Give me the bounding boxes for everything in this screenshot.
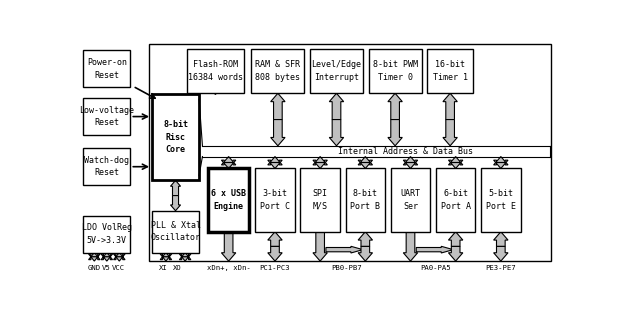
Bar [152, 95, 199, 180]
Polygon shape [208, 86, 223, 95]
Polygon shape [448, 246, 463, 261]
Polygon shape [358, 232, 373, 246]
Text: PE3-PE7: PE3-PE7 [485, 265, 516, 271]
Polygon shape [494, 232, 508, 246]
Bar [149, 44, 551, 261]
Text: Flash-ROM
16384 words: Flash-ROM 16384 words [188, 60, 243, 82]
Polygon shape [221, 232, 236, 261]
Polygon shape [494, 157, 508, 165]
Polygon shape [160, 254, 172, 261]
Bar [187, 49, 244, 93]
Polygon shape [416, 246, 453, 253]
Text: V5: V5 [102, 265, 111, 271]
Polygon shape [329, 93, 343, 120]
Text: Low-voltage
Reset: Low-voltage Reset [79, 106, 135, 127]
Polygon shape [268, 246, 282, 261]
Text: 16-bit
Timer 1: 16-bit Timer 1 [433, 60, 467, 82]
Bar [83, 98, 130, 135]
Polygon shape [448, 157, 463, 165]
Text: Power-on
Reset: Power-on Reset [87, 58, 127, 80]
Text: PA0-PA5: PA0-PA5 [420, 265, 451, 271]
Text: 6 x USB
Engine: 6 x USB Engine [211, 189, 246, 211]
Text: Level/Edge
Interrupt: Level/Edge Interrupt [311, 60, 361, 82]
Polygon shape [101, 254, 113, 261]
Polygon shape [313, 157, 327, 165]
Polygon shape [329, 120, 343, 146]
Bar [481, 168, 521, 232]
Polygon shape [113, 254, 125, 261]
Polygon shape [403, 232, 418, 261]
Bar [83, 50, 130, 87]
Text: PB0-PB7: PB0-PB7 [331, 265, 361, 271]
Text: UART
Ser: UART Ser [401, 189, 420, 211]
Text: 8-bit
Risc
Core: 8-bit Risc Core [163, 121, 188, 154]
Bar [252, 49, 304, 93]
Bar [301, 168, 340, 232]
Text: 5-bit
Port E: 5-bit Port E [486, 189, 516, 211]
Bar [345, 168, 385, 232]
Text: SPI
M/S: SPI M/S [312, 189, 327, 211]
Polygon shape [494, 160, 508, 169]
Polygon shape [89, 254, 100, 261]
Text: GND: GND [88, 265, 101, 271]
Polygon shape [170, 196, 180, 211]
Polygon shape [448, 232, 463, 246]
Bar [436, 168, 476, 232]
Bar [427, 49, 473, 93]
Polygon shape [388, 120, 402, 146]
Polygon shape [221, 157, 236, 165]
Bar [83, 148, 130, 185]
Polygon shape [358, 246, 373, 261]
Text: LDO VolReg
5V->3.3V: LDO VolReg 5V->3.3V [82, 223, 132, 245]
Text: 6-bit
Port A: 6-bit Port A [441, 189, 471, 211]
Polygon shape [179, 253, 191, 260]
Text: xDn+, xDn-: xDn+, xDn- [206, 265, 250, 271]
Text: Watch-dog
Reset: Watch-dog Reset [84, 156, 130, 177]
Text: Internal Address & Data Bus: Internal Address & Data Bus [338, 147, 472, 156]
Polygon shape [403, 157, 418, 165]
Polygon shape [443, 120, 458, 146]
Text: XO: XO [173, 265, 182, 271]
Text: VCC: VCC [112, 265, 125, 271]
Text: RAM & SFR
808 bytes: RAM & SFR 808 bytes [255, 60, 300, 82]
Polygon shape [271, 120, 285, 146]
Text: 3-bit
Port C: 3-bit Port C [260, 189, 290, 211]
Bar [83, 215, 130, 253]
Polygon shape [313, 232, 327, 261]
Bar [369, 49, 422, 93]
Bar [152, 211, 199, 253]
Polygon shape [358, 157, 373, 165]
Polygon shape [89, 253, 100, 260]
Bar [310, 49, 363, 93]
Text: PC1-PC3: PC1-PC3 [260, 265, 290, 271]
Polygon shape [443, 93, 458, 120]
Polygon shape [101, 253, 113, 260]
Polygon shape [268, 157, 282, 165]
Text: 8-bit PWM
Timer 0: 8-bit PWM Timer 0 [373, 60, 418, 82]
Bar [391, 168, 430, 232]
Polygon shape [326, 246, 363, 253]
Text: XI: XI [159, 265, 167, 271]
Bar [208, 168, 249, 232]
Polygon shape [113, 253, 125, 260]
Polygon shape [494, 246, 508, 261]
Polygon shape [268, 232, 282, 246]
Text: 8-bit
Port B: 8-bit Port B [350, 189, 380, 211]
Polygon shape [448, 160, 463, 169]
Polygon shape [170, 180, 180, 196]
Polygon shape [388, 93, 402, 120]
Bar [255, 168, 294, 232]
Polygon shape [271, 93, 285, 120]
Polygon shape [268, 160, 282, 169]
Polygon shape [313, 160, 327, 169]
Polygon shape [221, 160, 236, 169]
Polygon shape [179, 254, 191, 261]
Polygon shape [358, 160, 373, 169]
Text: PLL & Xtal
Oscillator: PLL & Xtal Oscillator [151, 221, 200, 242]
Polygon shape [403, 160, 418, 169]
Polygon shape [160, 253, 172, 260]
